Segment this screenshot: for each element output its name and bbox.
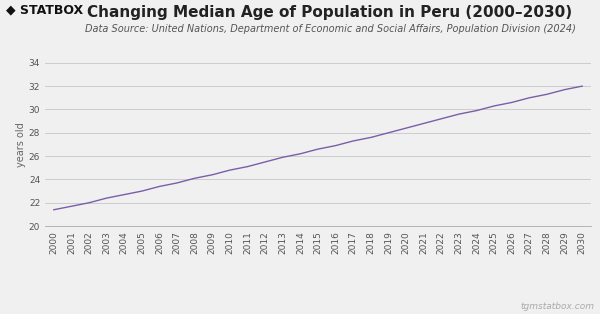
Text: Changing Median Age of Population in Peru (2000–2030): Changing Median Age of Population in Per… [88, 5, 572, 20]
Text: tgmstatbox.com: tgmstatbox.com [520, 302, 594, 311]
Y-axis label: years old: years old [16, 122, 26, 167]
Text: Data Source: United Nations, Department of Economic and Social Affairs, Populati: Data Source: United Nations, Department … [85, 24, 575, 34]
Text: ◆ STATBOX: ◆ STATBOX [6, 3, 83, 16]
